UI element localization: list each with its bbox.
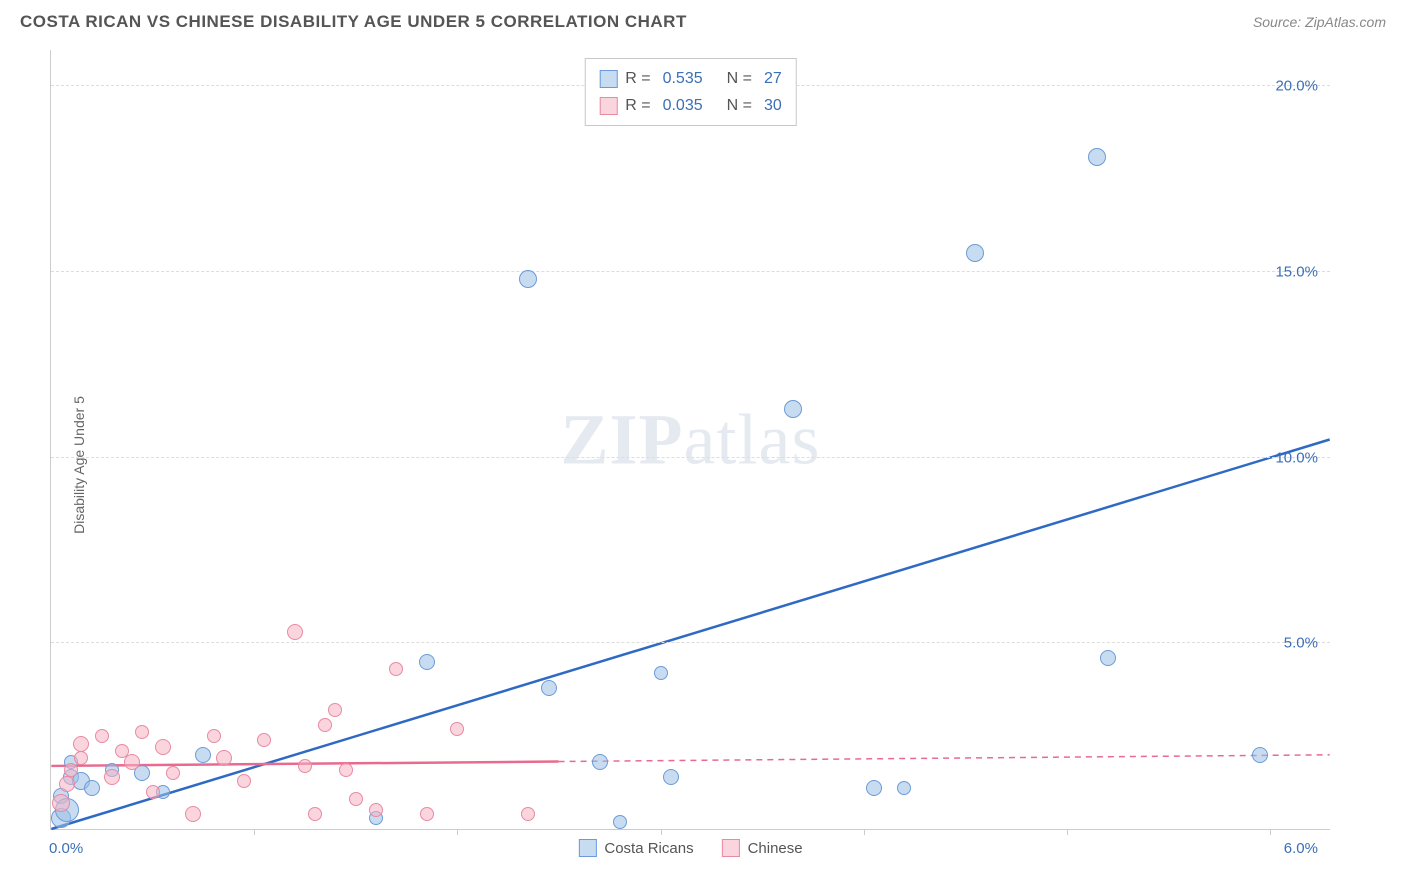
legend-label: Costa Ricans	[604, 840, 693, 857]
data-point	[420, 807, 434, 821]
legend-item-costa-ricans: Costa Ricans	[578, 839, 693, 857]
legend-row-chinese: R = 0.035 N = 30	[599, 92, 782, 119]
data-point	[124, 754, 140, 770]
data-point	[897, 781, 911, 795]
data-point	[318, 718, 332, 732]
data-point	[349, 792, 363, 806]
legend-label: Chinese	[748, 840, 803, 857]
y-tick-label: 15.0%	[1275, 263, 1318, 280]
data-point	[389, 662, 403, 676]
r-label: R =	[625, 65, 650, 92]
data-point	[185, 806, 201, 822]
gridline	[51, 271, 1330, 272]
x-tick	[254, 829, 255, 835]
chart-title: COSTA RICAN VS CHINESE DISABILITY AGE UN…	[20, 12, 687, 32]
data-point	[419, 654, 435, 670]
data-point	[195, 747, 211, 763]
x-axis-max-label: 6.0%	[1284, 840, 1318, 857]
r-value-2: 0.035	[663, 92, 703, 119]
data-point	[166, 766, 180, 780]
data-point	[95, 729, 109, 743]
data-point	[207, 729, 221, 743]
y-tick-label: 5.0%	[1284, 635, 1318, 652]
trend-lines	[51, 50, 1330, 829]
data-point	[592, 754, 608, 770]
data-point	[104, 769, 120, 785]
data-point	[1100, 650, 1116, 666]
plot-area: ZIPatlas 5.0%10.0%15.0%20.0% R = 0.535 N…	[50, 50, 1330, 830]
x-axis-min-label: 0.0%	[49, 840, 83, 857]
gridline	[51, 642, 1330, 643]
data-point	[328, 703, 342, 717]
x-tick	[864, 829, 865, 835]
correlation-legend: R = 0.535 N = 27 R = 0.035 N = 30	[584, 58, 797, 126]
data-point	[155, 739, 171, 755]
data-point	[866, 780, 882, 796]
legend-item-chinese: Chinese	[722, 839, 803, 857]
x-tick	[1067, 829, 1068, 835]
n-label: N =	[727, 92, 752, 119]
legend-swatch-pink	[722, 839, 740, 857]
data-point	[966, 244, 984, 262]
x-tick	[1270, 829, 1271, 835]
data-point	[663, 769, 679, 785]
data-point	[519, 270, 537, 288]
legend-swatch-blue	[578, 839, 596, 857]
source-attribution: Source: ZipAtlas.com	[1253, 14, 1386, 30]
data-point	[784, 400, 802, 418]
y-tick-label: 10.0%	[1275, 449, 1318, 466]
data-point	[541, 680, 557, 696]
data-point	[135, 725, 149, 739]
data-point	[654, 666, 668, 680]
x-tick	[661, 829, 662, 835]
legend-swatch-blue	[599, 70, 617, 88]
data-point	[339, 763, 353, 777]
data-point	[369, 803, 383, 817]
legend-row-costa-ricans: R = 0.535 N = 27	[599, 65, 782, 92]
n-label: N =	[727, 65, 752, 92]
data-point	[146, 785, 160, 799]
x-tick	[457, 829, 458, 835]
data-point	[1252, 747, 1268, 763]
chart-container: Disability Age Under 5 ZIPatlas 5.0%10.0…	[50, 50, 1385, 880]
y-tick-label: 20.0%	[1275, 78, 1318, 95]
data-point	[1088, 148, 1106, 166]
data-point	[613, 815, 627, 829]
data-point	[308, 807, 322, 821]
data-point	[298, 759, 312, 773]
data-point	[287, 624, 303, 640]
n-value-1: 27	[764, 65, 782, 92]
legend-swatch-pink	[599, 97, 617, 115]
r-label: R =	[625, 92, 650, 119]
data-point	[237, 774, 251, 788]
r-value-1: 0.535	[663, 65, 703, 92]
data-point	[216, 750, 232, 766]
data-point	[73, 736, 89, 752]
data-point	[64, 763, 78, 777]
data-point	[450, 722, 464, 736]
series-legend: Costa Ricans Chinese	[578, 839, 802, 857]
data-point	[59, 776, 75, 792]
data-point	[84, 780, 100, 796]
data-point	[74, 751, 88, 765]
data-point	[257, 733, 271, 747]
n-value-2: 30	[764, 92, 782, 119]
gridline	[51, 457, 1330, 458]
data-point	[521, 807, 535, 821]
data-point	[52, 794, 70, 812]
